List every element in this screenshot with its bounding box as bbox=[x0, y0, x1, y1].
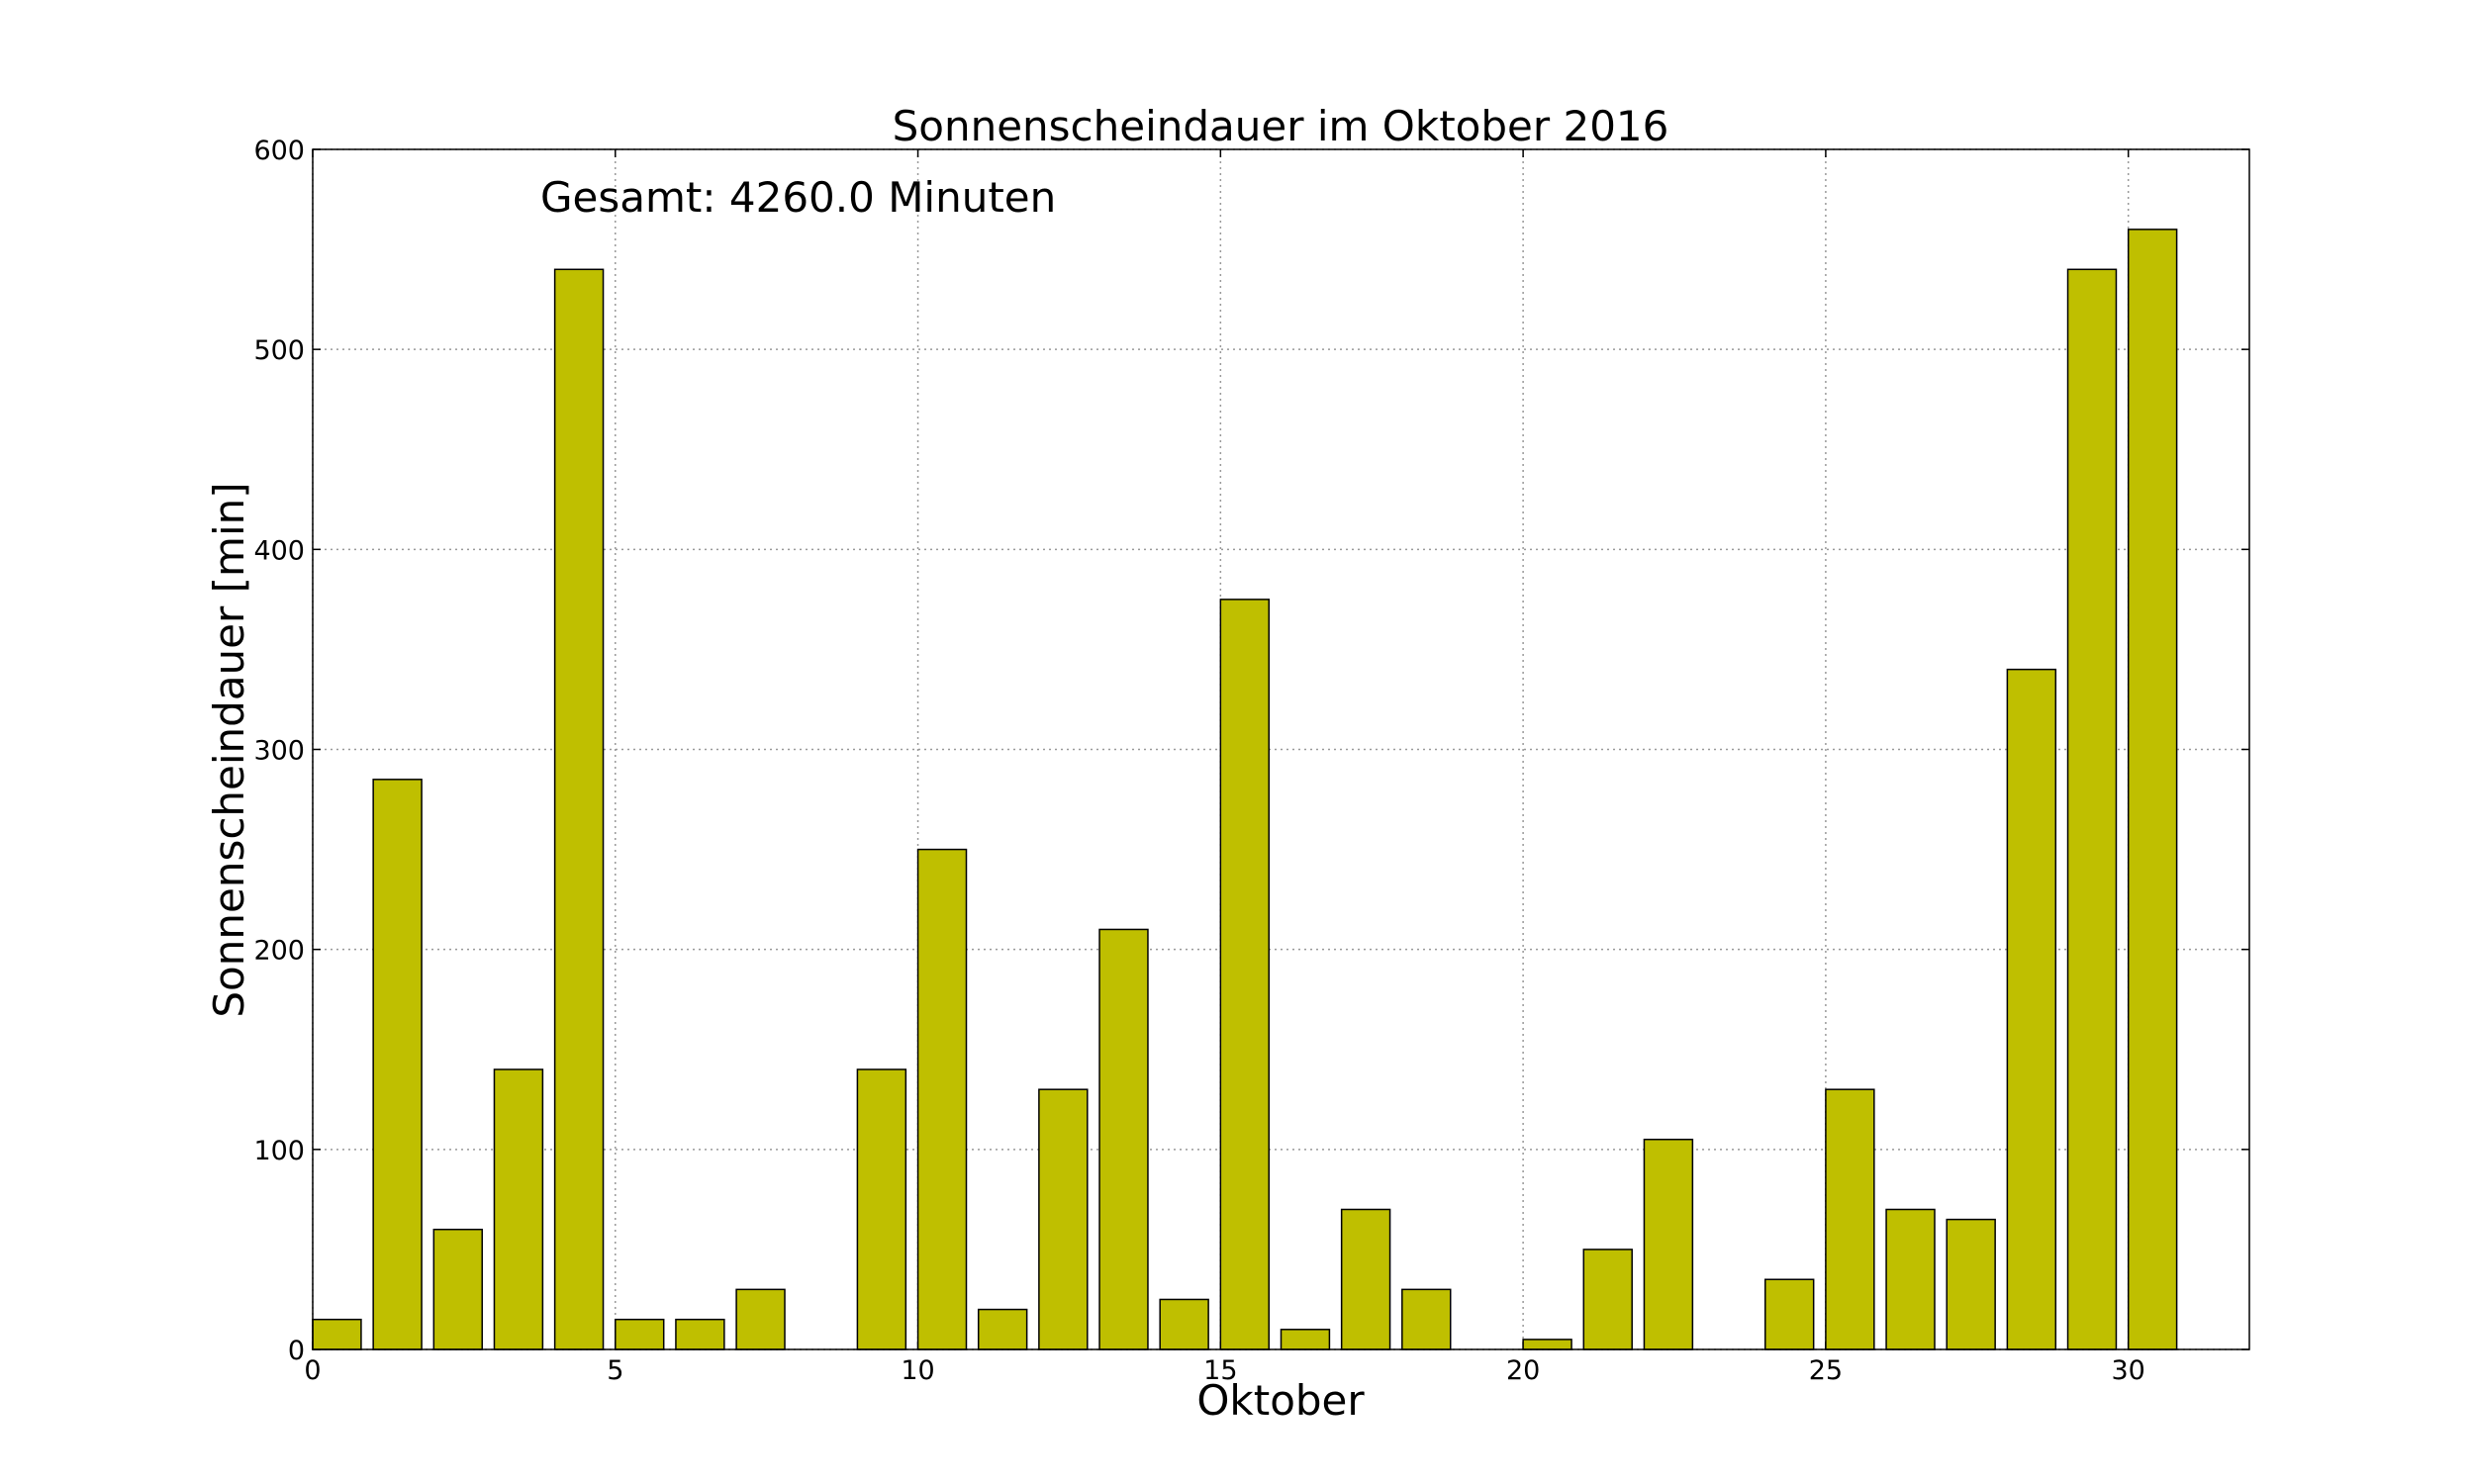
y-tick-label: 500 bbox=[253, 335, 305, 366]
bar bbox=[372, 779, 423, 1350]
bar bbox=[1280, 1329, 1331, 1350]
bar bbox=[432, 1228, 483, 1350]
bar bbox=[1098, 928, 1149, 1350]
x-tick-label: 20 bbox=[1506, 1355, 1540, 1386]
bar bbox=[2066, 268, 2118, 1350]
chart-title: Sonnenscheindauer im Oktober 2016 bbox=[893, 102, 1669, 150]
y-axis-label: Sonnenscheindauer [min] bbox=[205, 482, 253, 1017]
bar bbox=[1219, 599, 1271, 1350]
bar bbox=[1885, 1208, 1936, 1350]
bar bbox=[493, 1068, 544, 1350]
bar bbox=[1643, 1138, 1694, 1350]
bar bbox=[1582, 1249, 1633, 1350]
x-tick-label: 10 bbox=[901, 1355, 934, 1386]
y-tick-label: 0 bbox=[288, 1336, 305, 1366]
bar bbox=[675, 1318, 725, 1350]
bar bbox=[1764, 1278, 1815, 1350]
bar bbox=[615, 1318, 665, 1350]
x-tick-label: 15 bbox=[1203, 1355, 1237, 1386]
bar bbox=[916, 848, 968, 1350]
axes-frame bbox=[312, 148, 2250, 1350]
bar bbox=[856, 1068, 907, 1350]
x-tick-label: 0 bbox=[304, 1355, 321, 1386]
y-tick-label: 600 bbox=[253, 136, 305, 166]
bar bbox=[1159, 1298, 1209, 1350]
x-axis-label: Oktober bbox=[1196, 1376, 1365, 1425]
bar bbox=[1825, 1088, 1875, 1350]
bar bbox=[553, 268, 605, 1350]
y-tick-label: 300 bbox=[253, 736, 305, 767]
bar bbox=[1522, 1339, 1572, 1350]
bar bbox=[735, 1288, 786, 1350]
bar bbox=[2006, 668, 2057, 1350]
x-tick-label: 30 bbox=[2112, 1355, 2145, 1386]
bar bbox=[2127, 229, 2178, 1350]
y-tick-label: 200 bbox=[253, 936, 305, 967]
y-tick-label: 100 bbox=[253, 1136, 305, 1166]
annotation: Gesamt: 4260.0 Minuten bbox=[540, 173, 1056, 222]
x-tick-label: 5 bbox=[607, 1355, 623, 1386]
x-tick-label: 25 bbox=[1809, 1355, 1843, 1386]
y-tick-label: 400 bbox=[253, 535, 305, 566]
bar bbox=[1946, 1218, 1996, 1350]
bar bbox=[312, 1318, 362, 1350]
bar bbox=[977, 1308, 1028, 1350]
bar bbox=[1401, 1288, 1452, 1350]
bar bbox=[1038, 1088, 1089, 1350]
bar bbox=[1340, 1208, 1391, 1350]
